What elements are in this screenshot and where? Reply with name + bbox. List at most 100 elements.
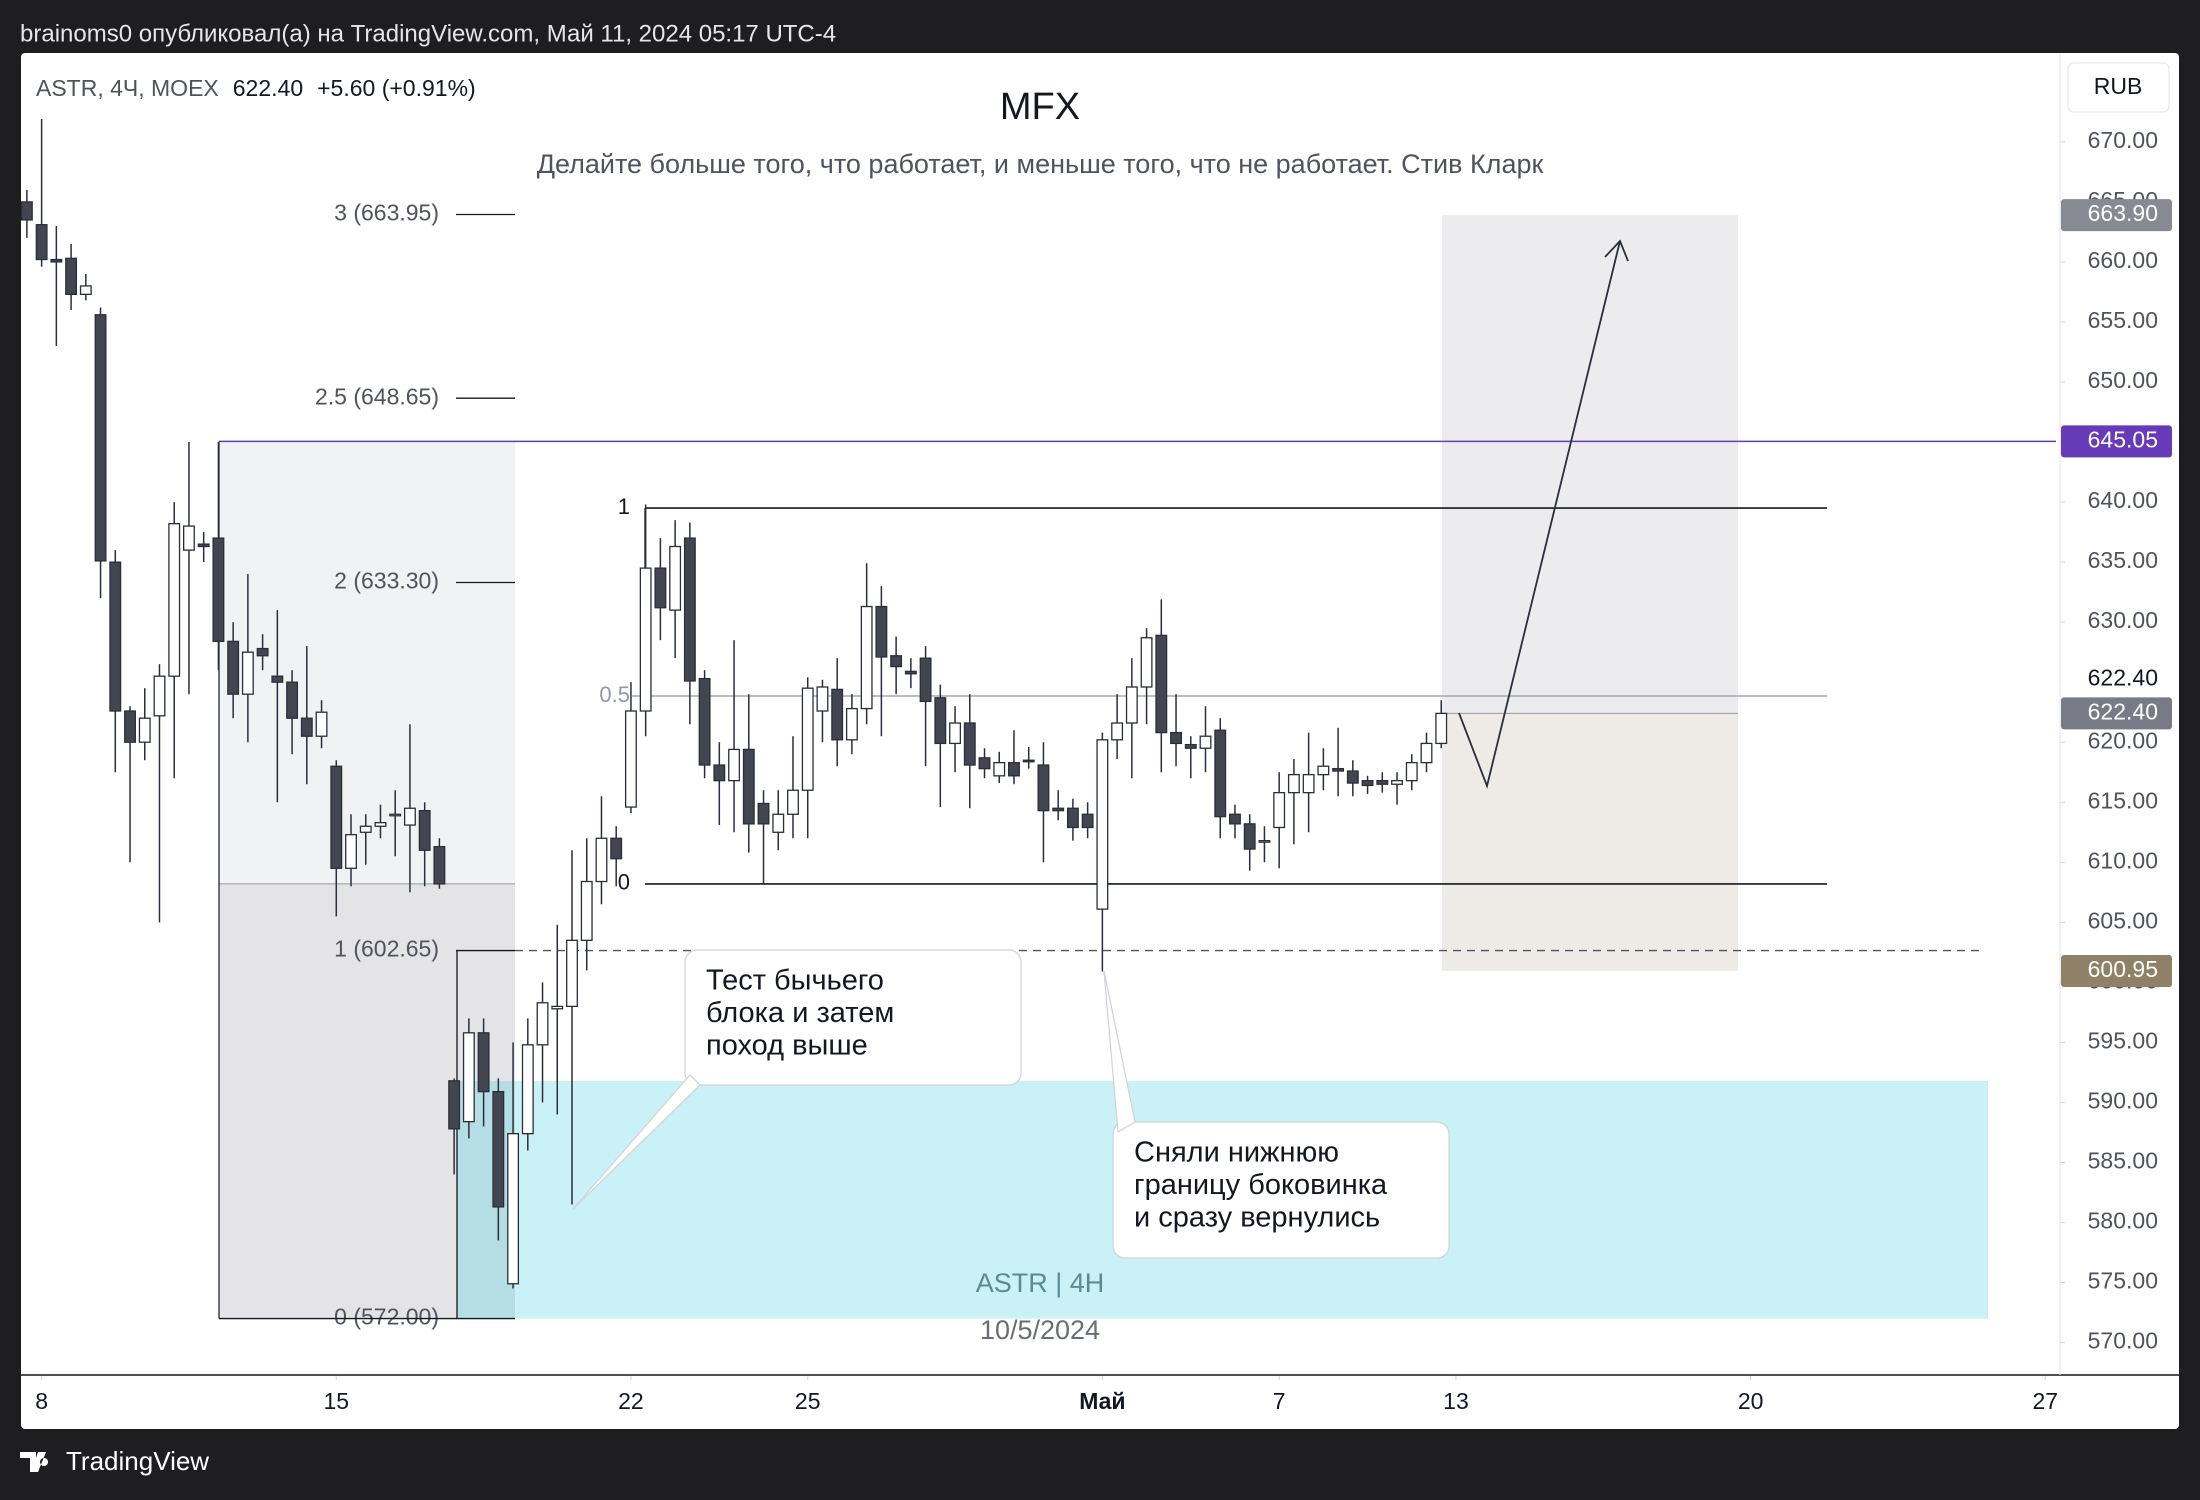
candle-body: [212, 537, 225, 643]
y-tick-label: 650.00: [2088, 367, 2158, 393]
watermark: ASTR | 4H: [976, 1268, 1105, 1298]
x-tick-label: 13: [1443, 1388, 1469, 1414]
y-tick-label: 605.00: [2088, 907, 2158, 933]
candle-body: [462, 1032, 475, 1123]
arrow-head: [1604, 239, 1629, 262]
fib-label: 2 (633.30): [334, 568, 439, 594]
candle-body: [448, 1080, 461, 1130]
candle-body: [1111, 722, 1124, 741]
candle-body: [65, 257, 78, 295]
x-tick-label: 22: [618, 1388, 644, 1414]
fib-label: 3 (663.95): [334, 200, 439, 226]
candle-body: [890, 655, 903, 668]
candle-body: [330, 765, 343, 869]
candle-body: [1273, 791, 1286, 829]
chart-subtitle: Делайте больше того, что работает, и мен…: [537, 149, 1544, 179]
fib-label: 1 (602.65): [334, 936, 439, 962]
footer-brand: TradingView: [66, 1446, 209, 1476]
candle-body: [845, 707, 858, 741]
candle-body: [683, 537, 696, 682]
candle-body: [713, 764, 726, 782]
candle-body: [1052, 807, 1065, 812]
x-tick-label: Май: [1079, 1388, 1125, 1414]
candle-body: [1081, 813, 1094, 829]
candle-body: [1317, 765, 1330, 776]
long-target-zone: [1442, 215, 1738, 714]
y-tick-label: 620.00: [2088, 727, 2158, 753]
symbol-info: ASTR, 4Ч, MOEX 622.40 +5.60 (+0.91%): [36, 75, 476, 101]
currency-label[interactable]: RUB: [2094, 73, 2143, 99]
candle-body: [993, 761, 1006, 777]
footer-logo: TradingView: [20, 1446, 209, 1476]
candle-body: [610, 837, 623, 860]
price-label: 622.40: [2088, 698, 2158, 724]
chart-title: MFX: [1000, 86, 1080, 128]
y-tick-label: 640.00: [2088, 487, 2158, 513]
x-tick-label: 25: [795, 1388, 821, 1414]
candle-body: [1022, 759, 1035, 763]
candle-body: [271, 675, 284, 683]
price-label-bg: [2061, 663, 2172, 696]
candle-body: [1125, 686, 1138, 724]
fib-label: 2.5 (648.65): [315, 383, 439, 409]
candle-body: [1361, 779, 1374, 787]
candle-body: [580, 880, 593, 941]
candle-body: [315, 711, 328, 737]
y-tick-label: 570.00: [2088, 1328, 2158, 1354]
candle-body: [1229, 813, 1241, 825]
candle-body: [595, 837, 608, 883]
long-stop-zone: [1442, 713, 1738, 971]
price-label-bg: [2061, 425, 2172, 458]
callout-tail: [572, 1074, 701, 1210]
y-tick-label: 595.00: [2088, 1027, 2158, 1053]
candle-body: [50, 258, 63, 263]
fib-label: 0 (572.00): [334, 1304, 439, 1330]
y-tick-label: 580.00: [2088, 1208, 2158, 1234]
candle-body: [300, 717, 313, 737]
candle-body: [1184, 743, 1197, 749]
y-tick-label: 615.00: [2088, 787, 2158, 813]
projection-arrow: [1458, 240, 1621, 790]
price-label: 645.05: [2088, 427, 2158, 453]
candle-body: [757, 802, 770, 825]
candle-body: [94, 314, 107, 562]
candle-body: [639, 567, 652, 712]
price-label-bg: [2061, 697, 2172, 730]
candle-body: [374, 822, 387, 827]
candle-body: [507, 1133, 520, 1285]
candle-body: [477, 1032, 490, 1093]
candle-body: [934, 697, 947, 745]
y-tick-label: 590.00: [2088, 1088, 2158, 1114]
callout-box: [1112, 1121, 1450, 1259]
candle-body: [1037, 764, 1050, 812]
range-label: 1: [618, 494, 630, 519]
zone-upper: [219, 441, 515, 884]
x-tick-label: 27: [2032, 1388, 2058, 1414]
candle-body: [816, 686, 829, 712]
price-label-bg: [2061, 954, 2172, 987]
currency-button[interactable]: [2067, 62, 2170, 113]
y-tick-label: 610.00: [2088, 847, 2158, 873]
candle-body: [1287, 773, 1300, 794]
y-tick-label: 585.00: [2088, 1148, 2158, 1174]
candle-body: [801, 687, 814, 791]
candle-body: [286, 681, 299, 719]
logo-icon: [20, 1452, 49, 1472]
candle-body: [227, 640, 240, 695]
price-label: 622.40: [2088, 664, 2158, 690]
candle-body: [138, 717, 151, 743]
candle-body: [536, 1002, 549, 1046]
candle-body: [1302, 773, 1315, 794]
candle-body: [551, 1005, 564, 1010]
candle-body: [1332, 767, 1345, 772]
price-label-bg: [2061, 199, 2172, 232]
candle-body: [345, 834, 357, 869]
candle-body: [1096, 739, 1109, 910]
symbol-change: +5.60 (+0.91%): [317, 75, 476, 101]
candle-body: [241, 651, 254, 695]
x-tick-label: 20: [1738, 1388, 1764, 1414]
candle-body: [654, 567, 667, 609]
candle-body: [772, 813, 785, 833]
